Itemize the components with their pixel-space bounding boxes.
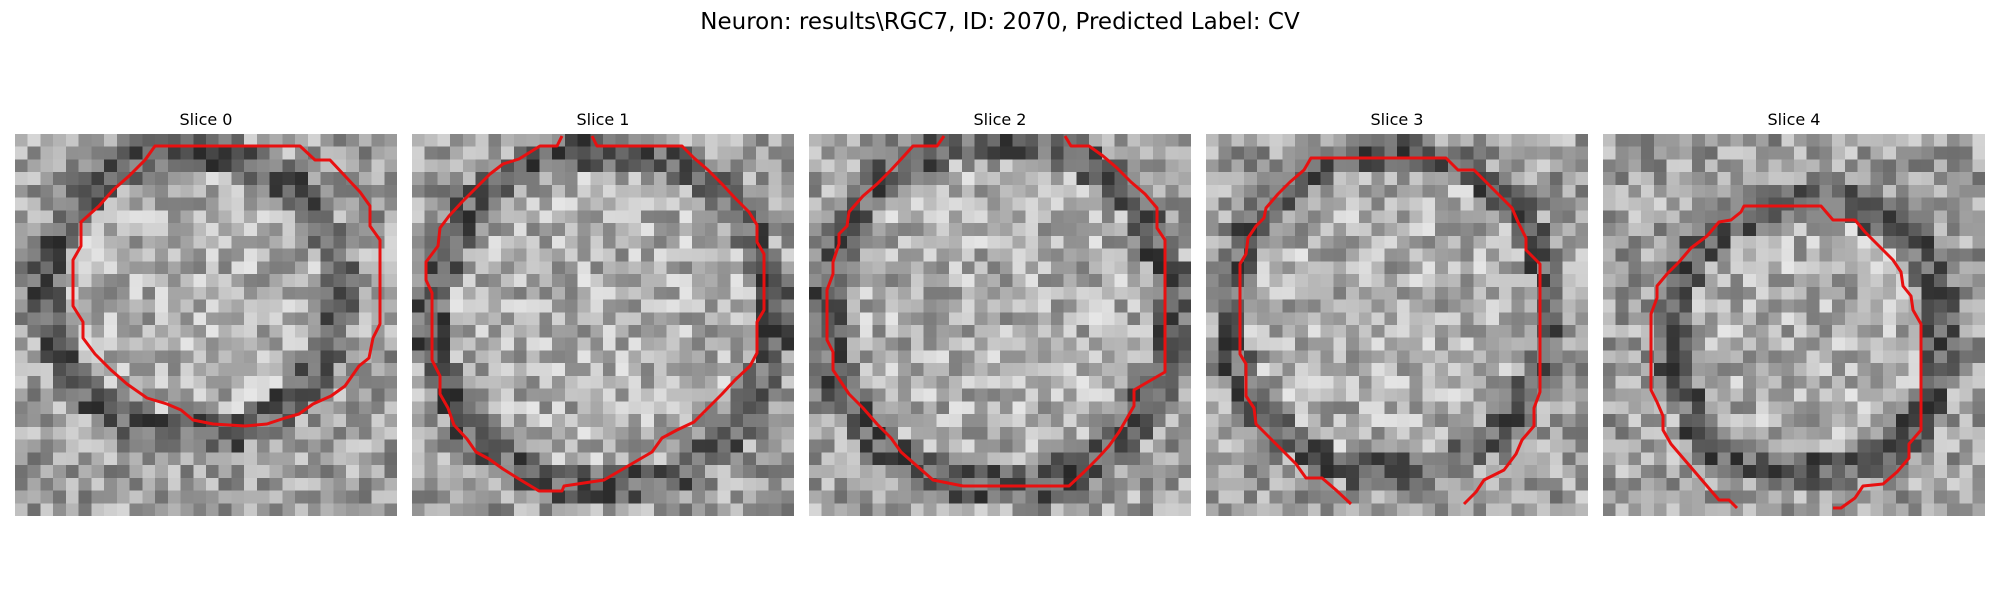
- slice-panel-0: Slice 0: [15, 108, 397, 522]
- slice-contour-2: [825, 135, 1167, 488]
- slice-title-0: Slice 0: [179, 110, 233, 129]
- slice-image-0: [15, 134, 397, 516]
- slice-contour-1: [424, 135, 766, 493]
- slice-panel-2: Slice 2: [809, 108, 1191, 522]
- contour-line-3: [1238, 156, 1542, 506]
- slice-panel-3: Slice 3: [1206, 108, 1588, 522]
- slice-contour-0: [71, 144, 382, 428]
- slice-panel-4: Slice 4: [1603, 108, 1985, 522]
- figure-title: Neuron: results\RGC7, ID: 2070, Predicte…: [700, 9, 1300, 35]
- slice-image-2: [809, 134, 1191, 516]
- slice-panel-1: Slice 1: [412, 108, 794, 522]
- slice-title-3: Slice 3: [1370, 110, 1424, 129]
- slice-title-4: Slice 4: [1767, 110, 1821, 129]
- contour-line-4: [1649, 204, 1923, 510]
- contour-line-0: [71, 144, 382, 428]
- slice-image-3: [1206, 134, 1588, 516]
- slice-contour-3: [1238, 156, 1542, 506]
- contour-line-1: [424, 135, 766, 493]
- slice-title-2: Slice 2: [973, 110, 1027, 129]
- slice-title-1: Slice 1: [576, 110, 630, 129]
- contour-line-2: [825, 135, 1167, 488]
- slice-contour-4: [1649, 204, 1923, 510]
